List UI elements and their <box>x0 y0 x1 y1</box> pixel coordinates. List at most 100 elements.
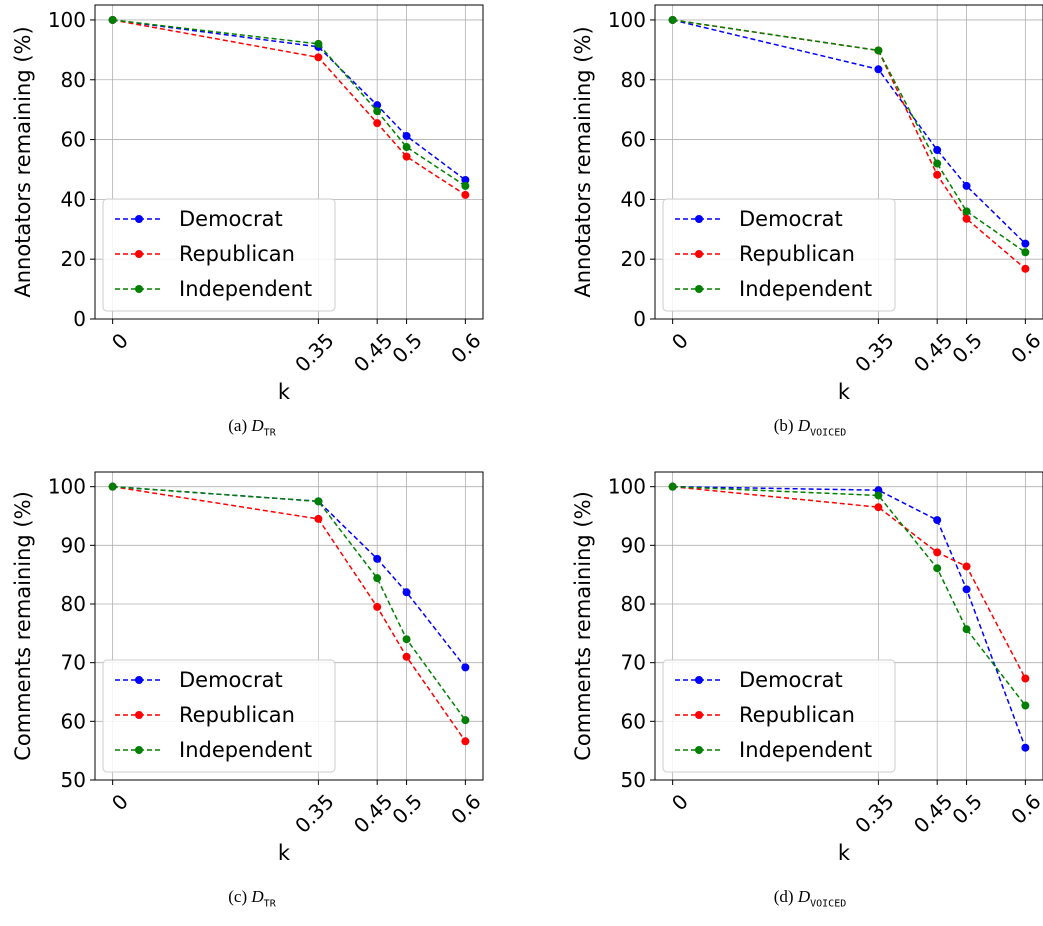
data-point-democrat <box>373 101 382 110</box>
legend-label-republican: Republican <box>739 703 855 727</box>
x-tick-label: 0.5 <box>947 328 986 367</box>
x-tick-label: 0 <box>107 789 133 815</box>
legend: Democrat Republican Independent <box>102 198 336 312</box>
x-tick-label: 0 <box>107 328 133 354</box>
legend-marker-republican <box>135 250 143 258</box>
legend-label-republican: Republican <box>179 242 295 266</box>
data-point-democrat <box>874 65 883 74</box>
y-axis-label: Annotators remaining (%) <box>11 26 35 297</box>
data-point-independent <box>402 143 411 152</box>
caption-dataset: D <box>251 416 264 435</box>
y-tick-label: 40 <box>621 187 646 211</box>
data-point-independent <box>933 159 942 168</box>
legend-marker-independent <box>695 285 703 293</box>
legend-marker-democrat <box>695 215 703 223</box>
x-tick-label: 0 <box>667 328 693 354</box>
data-point-democrat <box>461 663 470 672</box>
panel-caption: (a) DTR <box>228 416 275 438</box>
data-point-independent <box>962 207 971 216</box>
y-tick-label: 40 <box>61 187 86 211</box>
legend: Democrat Republican Independent <box>102 659 336 773</box>
series-line-democrat <box>112 19 466 181</box>
legend-label-republican: Republican <box>179 703 295 727</box>
data-point-independent <box>373 107 382 116</box>
legend-box <box>662 659 896 773</box>
data-point-independent <box>1021 701 1030 710</box>
data-point-independent <box>108 482 117 491</box>
y-axis-label: Annotators remaining (%) <box>571 26 595 297</box>
legend-label-democrat: Democrat <box>739 668 843 692</box>
y-tick-label: 70 <box>61 651 86 675</box>
y-tick-label: 20 <box>621 247 646 271</box>
caption-prefix: (b) <box>773 416 798 435</box>
data-point-independent <box>1021 248 1030 257</box>
y-tick-label: 60 <box>61 128 86 152</box>
data-point-independent <box>402 635 411 644</box>
legend-marker-republican <box>695 711 703 719</box>
legend-marker-democrat <box>695 676 703 684</box>
series-line-democrat <box>672 19 1026 245</box>
data-point-republican <box>373 602 382 611</box>
y-tick-label: 100 <box>608 8 646 32</box>
data-point-independent <box>108 15 117 24</box>
legend-label-democrat: Democrat <box>179 668 283 692</box>
legend-box <box>662 198 896 312</box>
y-tick-label: 80 <box>621 68 646 92</box>
data-point-republican <box>962 562 971 571</box>
data-point-independent <box>933 564 942 573</box>
plot-frame <box>94 4 484 320</box>
y-tick-label: 50 <box>61 768 86 792</box>
legend-box <box>102 198 336 312</box>
caption-dataset-subscript: TR <box>263 898 276 910</box>
caption-dataset: D <box>251 887 264 906</box>
data-point-democrat <box>962 181 971 190</box>
x-tick-label: 0.35 <box>850 789 898 837</box>
y-axis-label: Comments remaining (%) <box>11 491 35 761</box>
data-point-independent <box>314 39 323 48</box>
data-point-democrat <box>933 146 942 155</box>
x-axis-label: k <box>838 380 851 404</box>
data-point-republican <box>373 119 382 128</box>
y-tick-label: 100 <box>48 8 86 32</box>
y-tick-label: 90 <box>61 533 86 557</box>
y-tick-label: 80 <box>61 592 86 616</box>
data-point-republican <box>461 737 470 746</box>
data-point-democrat <box>461 175 470 184</box>
data-point-independent <box>668 482 677 491</box>
data-point-independent <box>668 15 677 24</box>
series-line-independent <box>672 19 1026 253</box>
caption-dataset-subscript: TR <box>263 427 276 439</box>
panel-caption: (b) DVOICED <box>774 416 846 438</box>
y-tick-label: 60 <box>61 709 86 733</box>
series-line-republican <box>672 485 1027 679</box>
legend-label-independent: Independent <box>179 738 312 762</box>
plot-frame <box>94 471 484 781</box>
x-tick-label: 0.6 <box>1006 789 1043 828</box>
caption-dataset-subscript: VOICED <box>810 898 847 910</box>
data-point-independent <box>962 625 971 634</box>
data-point-democrat <box>1021 239 1030 248</box>
data-point-republican <box>314 53 323 62</box>
legend-marker-democrat <box>135 676 143 684</box>
legend-marker-republican <box>135 711 143 719</box>
data-point-republican <box>402 652 411 661</box>
data-point-republican <box>874 503 883 512</box>
legend-label-independent: Independent <box>739 277 872 301</box>
data-point-republican <box>402 152 411 161</box>
legend-marker-republican <box>695 250 703 258</box>
series-line-independent <box>112 19 466 187</box>
x-tick-label: 0 <box>667 789 693 815</box>
x-tick-label: 0.6 <box>446 328 485 367</box>
data-point-independent <box>461 716 470 725</box>
legend-label-democrat: Democrat <box>739 207 843 231</box>
data-point-republican <box>461 190 470 199</box>
legend: Democrat Republican Independent <box>662 659 896 773</box>
y-tick-label: 0 <box>73 307 86 331</box>
data-point-independent <box>314 497 323 506</box>
